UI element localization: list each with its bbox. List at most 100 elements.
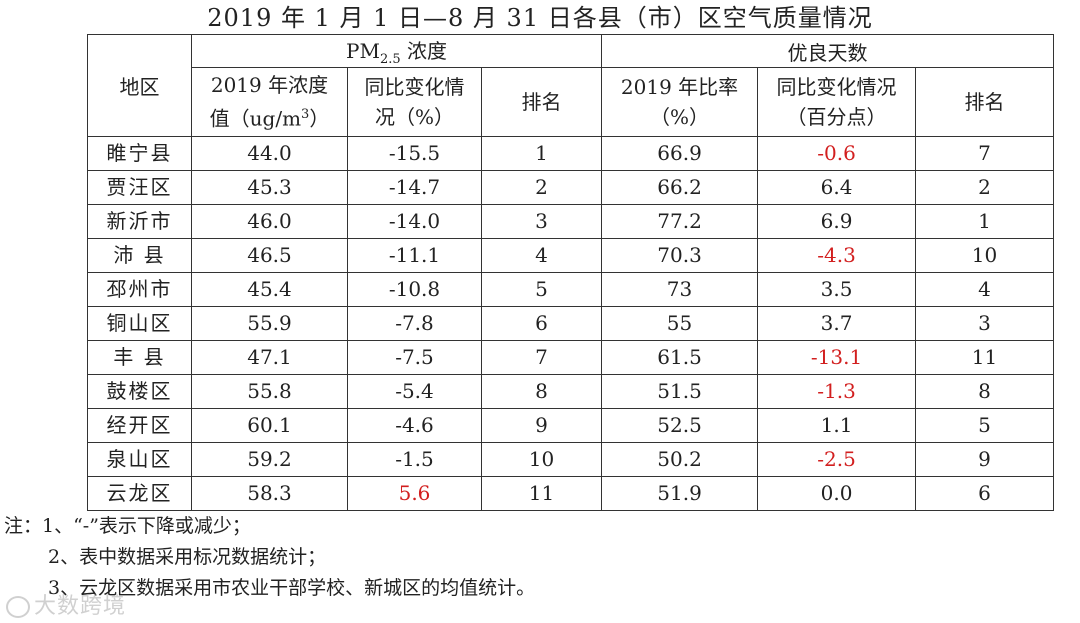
table-row: 泉山区 59.2 -1.5 10 50.2 -2.5 9: [87, 442, 1055, 477]
cell-rate: 66.9: [601, 136, 759, 171]
pm-conc-line2-sup: 3: [301, 107, 310, 123]
cell-pm: 46.0: [191, 204, 348, 239]
cell-rate-change: 1.1: [757, 408, 917, 443]
watermark: 大数跨境: [6, 588, 126, 620]
page-title: 2019 年 1 月 1 日—8 月 31 日各县（市）区空气质量情况: [207, 4, 873, 32]
cell-pm-rank: 7: [480, 340, 603, 375]
pm-group-sub: 2.5: [379, 52, 401, 67]
header-pm25-group: PM2.5 浓度: [190, 34, 603, 68]
pm-change-line2: 况（%）: [374, 105, 454, 129]
table-row: 云龙区 58.3 5.6 11 51.9 0.0 6: [87, 476, 1055, 511]
cell-days-rank: 5: [915, 408, 1055, 443]
cell-region: 睢宁县: [87, 136, 192, 171]
cell-pm-rank: 4: [480, 238, 603, 273]
table-row: 鼓楼区 55.8 -5.4 8 51.5 -1.3 8: [87, 374, 1055, 409]
cell-days-rank: 1: [915, 204, 1055, 239]
cell-days-rank: 10: [915, 238, 1055, 273]
cell-pm: 58.3: [191, 476, 348, 511]
cell-days-rank: 2: [915, 170, 1055, 205]
table-row: 丰 县 47.1 -7.5 7 61.5 -13.1 11: [87, 340, 1055, 375]
footnote-1: 注：1、“-”表示下降或减少；: [4, 515, 251, 537]
header-good-days-group: 优良天数: [601, 34, 1055, 68]
cell-pm: 55.9: [191, 306, 348, 341]
cell-region: 沛 县: [87, 238, 192, 273]
cell-days-rank: 7: [915, 136, 1055, 171]
cell-region: 鼓楼区: [87, 374, 192, 409]
cell-region: 邳州市: [87, 272, 192, 307]
cell-rate-change: -13.1: [757, 340, 917, 375]
watermark-logo-icon: [6, 596, 30, 618]
cell-pm-change: -5.4: [347, 374, 482, 409]
header-region: 地区: [87, 34, 192, 137]
cell-pm-rank: 8: [480, 374, 603, 409]
footnotes: 注：1、“-”表示下降或减少； 2、表中数据采用标况数据统计； 3、云龙区数据采…: [4, 511, 535, 604]
cell-pm-rank: 5: [480, 272, 603, 307]
cell-pm-rank: 10: [480, 442, 603, 477]
cell-pm: 45.4: [191, 272, 348, 307]
cell-pm: 55.8: [191, 374, 348, 409]
cell-region: 贾汪区: [87, 170, 192, 205]
table-row: 贾汪区 45.3 -14.7 2 66.2 6.4 2: [87, 170, 1055, 205]
cell-rate: 66.2: [601, 170, 759, 205]
cell-days-rank: 9: [915, 442, 1055, 477]
cell-rate: 73: [601, 272, 759, 307]
pm-conc-line1: 2019 年浓度: [210, 73, 329, 98]
footnote-2: 2、表中数据采用标况数据统计；: [48, 546, 327, 568]
days-rate-line1: 2019 年比率: [620, 75, 739, 99]
cell-rate: 51.5: [601, 374, 759, 409]
cell-region: 泉山区: [87, 442, 192, 477]
cell-region: 云龙区: [87, 476, 192, 511]
table-row: 新沂市 46.0 -14.0 3 77.2 6.9 1: [87, 204, 1055, 239]
cell-pm-change: -7.8: [347, 306, 482, 341]
cell-pm-rank: 6: [480, 306, 603, 341]
header-row-groups: 地区 PM2.5 浓度 优良天数: [87, 34, 1055, 137]
header-days-rate: 2019 年比率 （%）: [601, 67, 759, 137]
cell-pm-rank: 2: [480, 170, 603, 205]
cell-pm-change: -14.7: [347, 170, 482, 205]
pm-group-prefix: PM: [346, 39, 380, 63]
cell-pm: 45.3: [191, 170, 348, 205]
watermark-text: 大数跨境: [34, 594, 127, 619]
cell-days-rank: 6: [915, 476, 1055, 511]
header-pm-concentration: 2019 年浓度 值（ug/m3）: [191, 67, 348, 137]
days-change-line2: （百分点）: [786, 105, 887, 129]
pm-conc-line2-suffix: ）: [309, 106, 330, 131]
cell-rate-change: -4.3: [757, 238, 917, 273]
cell-region: 新沂市: [87, 204, 192, 239]
cell-pm-change: -15.5: [347, 136, 482, 171]
cell-rate-change: 0.0: [757, 476, 917, 511]
cell-pm-change: -10.8: [347, 272, 482, 307]
cell-rate-change: 6.9: [757, 204, 917, 239]
cell-pm-change: 5.6: [347, 476, 482, 511]
cell-pm-change: -7.5: [347, 340, 482, 375]
cell-rate-change: -1.3: [757, 374, 917, 409]
days-change-line1: 同比变化情况: [776, 75, 897, 99]
cell-rate-change: -2.5: [757, 442, 917, 477]
cell-days-rank: 11: [915, 340, 1055, 375]
pm-group-suffix: 浓度: [400, 39, 447, 63]
cell-rate: 77.2: [601, 204, 759, 239]
cell-region: 丰 县: [87, 340, 192, 375]
pm-conc-line2-prefix: 值（ug/m: [209, 106, 302, 131]
cell-pm-change: -4.6: [347, 408, 482, 443]
table-row: 邳州市 45.4 -10.8 5 73 3.5 4: [87, 272, 1055, 307]
cell-days-rank: 4: [915, 272, 1055, 307]
days-rate-line2: （%）: [650, 105, 710, 129]
cell-pm-rank: 9: [480, 408, 603, 443]
cell-rate: 61.5: [601, 340, 759, 375]
header-pm-change: 同比变化情 况（%）: [347, 67, 482, 137]
cell-pm: 59.2: [191, 442, 348, 477]
cell-rate-change: 3.5: [757, 272, 917, 307]
cell-pm-change: -14.0: [347, 204, 482, 239]
header-pm-rank: 排名: [480, 67, 603, 137]
cell-days-rank: 3: [915, 306, 1055, 341]
cell-pm: 44.0: [191, 136, 348, 171]
cell-pm-rank: 11: [480, 476, 603, 511]
cell-pm-change: -1.5: [347, 442, 482, 477]
table-row: 经开区 60.1 -4.6 9 52.5 1.1 5: [87, 408, 1055, 443]
pm-conc-line2: 值（ug/m3）: [192, 100, 347, 134]
cell-rate-change: -0.6: [757, 136, 917, 171]
cell-rate: 70.3: [601, 238, 759, 273]
cell-region: 经开区: [87, 408, 192, 443]
header-days-change: 同比变化情况 （百分点）: [757, 67, 917, 137]
